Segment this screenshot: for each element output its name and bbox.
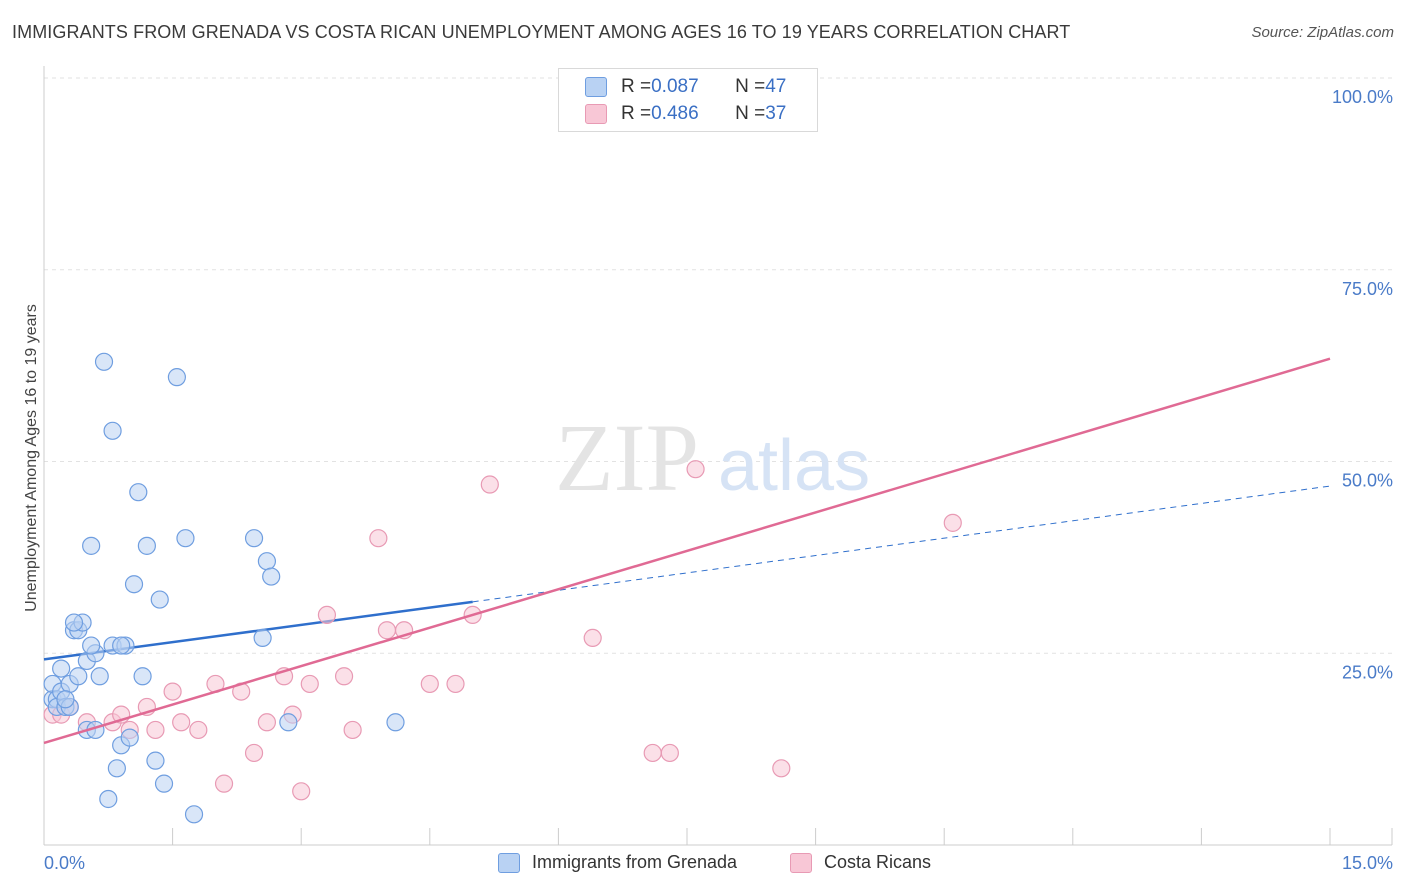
bottom-legend-grenada: Immigrants from Grenada — [498, 852, 737, 873]
data-point — [772, 759, 791, 778]
legend-r-value: 0.087 — [651, 76, 699, 97]
legend-swatch-pink — [585, 104, 607, 124]
data-point — [943, 513, 962, 532]
data-point — [52, 659, 71, 678]
data-point — [120, 728, 139, 747]
watermark-atlas: atlas — [718, 426, 870, 506]
data-point — [292, 782, 311, 801]
source-credit: Source: ZipAtlas.com — [1251, 24, 1394, 41]
data-point — [163, 682, 182, 701]
data-point — [686, 460, 705, 479]
data-point — [82, 536, 101, 555]
data-point — [124, 575, 144, 594]
data-point — [112, 636, 131, 655]
watermark: ZIP atlas — [555, 404, 870, 511]
legend-swatch-blue — [585, 77, 607, 97]
y-tick-label: 25.0% — [1342, 662, 1393, 682]
data-point — [643, 743, 662, 763]
x-tick-labels: 0.0% 15.0% — [44, 853, 1393, 873]
y-tick-label: 75.0% — [1342, 279, 1393, 299]
data-point — [99, 789, 118, 809]
data-point — [343, 720, 362, 740]
bottom-legend-grenada-label: Immigrants from Grenada — [532, 852, 738, 872]
data-point — [69, 667, 88, 686]
trend-line-grenada-extrapolated — [472, 485, 1331, 603]
data-point — [279, 713, 298, 732]
data-point — [94, 352, 114, 371]
data-point — [184, 805, 204, 824]
legend-row-grenada: R = 0.087 N = 47 — [585, 75, 786, 99]
data-point — [172, 713, 191, 732]
data-point — [146, 751, 165, 770]
gridlines — [44, 77, 1392, 654]
legend-n-value: 37 — [765, 103, 787, 124]
y-tick-label: 100.0% — [1332, 87, 1393, 107]
data-point — [56, 690, 75, 709]
legend-n-label: N = — [735, 103, 766, 124]
data-point — [446, 674, 465, 694]
legend-r-label: R = — [621, 103, 652, 124]
bottom-legend-costa: Costa Ricans — [790, 852, 931, 873]
x-tick-label: 15.0% — [1342, 853, 1393, 873]
trend-lines-costa-ricans — [43, 357, 1331, 745]
data-point — [377, 621, 397, 640]
data-point — [150, 590, 169, 609]
data-point — [583, 628, 602, 648]
points-grenada — [43, 352, 405, 824]
data-point — [129, 483, 148, 502]
data-point — [262, 567, 281, 586]
trend-lines-grenada — [43, 485, 1331, 661]
data-point — [214, 774, 234, 793]
data-point — [167, 368, 186, 387]
y-tick-label: 50.0% — [1342, 471, 1393, 491]
data-point — [90, 667, 109, 686]
points-costa-ricans — [43, 460, 962, 801]
legend-r-value: 0.486 — [651, 103, 699, 124]
data-point — [189, 720, 208, 740]
data-point — [244, 743, 264, 763]
data-point — [137, 536, 156, 555]
data-point — [253, 628, 272, 648]
trend-line-costa-ricans — [43, 357, 1331, 745]
legend-row-costa: R = 0.486 N = 37 — [585, 102, 786, 126]
y-tick-labels: 25.0% 50.0% 75.0% 100.0% — [1332, 87, 1393, 682]
data-point — [257, 552, 277, 571]
chart-title: IMMIGRANTS FROM GRENADA VS COSTA RICAN U… — [12, 22, 1071, 42]
data-point — [107, 759, 126, 778]
data-point — [317, 605, 337, 625]
bottom-swatch-pink — [790, 852, 812, 873]
data-point — [334, 667, 354, 686]
watermark-zip: ZIP — [555, 404, 699, 511]
data-point — [133, 667, 152, 686]
data-point — [64, 613, 84, 632]
data-point — [386, 713, 405, 732]
data-point — [420, 674, 439, 694]
data-point — [660, 743, 679, 763]
data-point — [300, 674, 319, 694]
correlation-legend: R = 0.087 N = 47 R = 0.486 N = 37 — [558, 68, 818, 132]
data-point — [244, 529, 264, 548]
data-point — [154, 774, 174, 793]
bottom-legend-costa-label: Costa Ricans — [824, 852, 932, 872]
y-axis-label: Unemployment Among Ages 16 to 19 years — [23, 304, 40, 612]
data-point — [103, 421, 122, 440]
data-point — [176, 529, 195, 548]
legend-n-value: 47 — [765, 76, 787, 97]
legend-n-label: N = — [735, 76, 766, 97]
legend-r-label: R = — [621, 76, 652, 97]
data-point — [480, 475, 499, 494]
data-point — [257, 713, 277, 732]
data-point — [369, 529, 388, 548]
bottom-swatch-blue — [498, 852, 520, 873]
data-point — [146, 720, 165, 740]
x-tick-label: 0.0% — [44, 853, 85, 873]
data-point — [82, 636, 101, 655]
